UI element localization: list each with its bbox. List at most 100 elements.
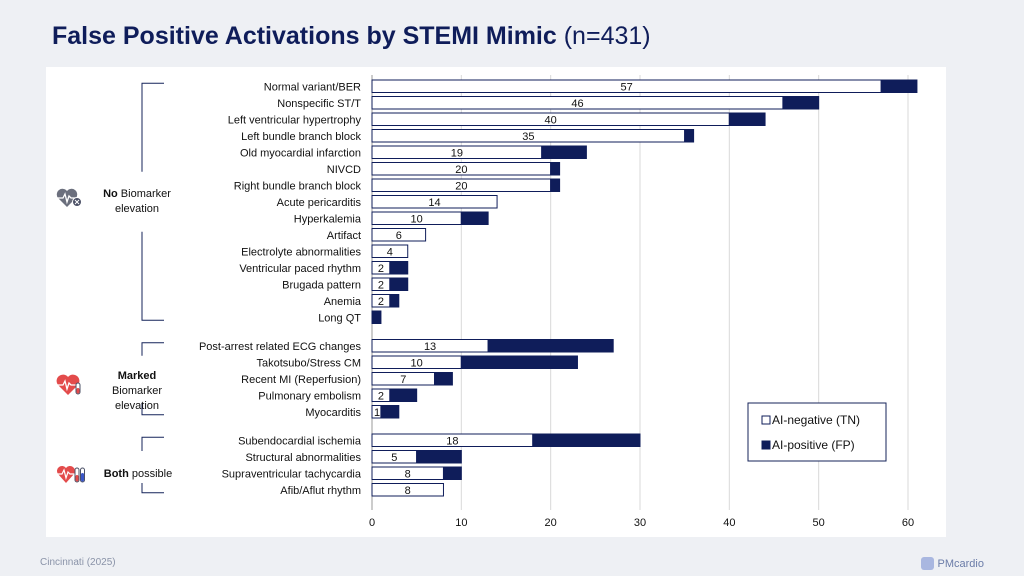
bar-negative	[371, 195, 498, 209]
data-label: 35	[522, 131, 534, 143]
x-tick-label: 0	[369, 517, 375, 529]
data-label: 2	[378, 390, 384, 402]
heart-test-tubes-icon	[57, 466, 85, 483]
data-label: 8	[405, 485, 411, 497]
legend-label-positive: AI-positive (FP)	[772, 438, 855, 452]
data-label: 1	[374, 407, 380, 419]
x-tick-label: 60	[902, 517, 914, 529]
category-label: Left ventricular hypertrophy	[228, 114, 362, 126]
bar-positive	[380, 405, 400, 419]
x-tick-label: 20	[545, 517, 557, 529]
bar-positive	[550, 162, 561, 176]
data-label: 20	[455, 164, 467, 176]
bar-positive	[728, 112, 766, 126]
category-label: Afib/Aflut rhythm	[280, 485, 361, 497]
group-bracket	[141, 342, 164, 416]
bar-positive	[416, 450, 462, 464]
group-label-no-biomarker: No Biomarker elevation	[103, 188, 171, 215]
bar-positive	[442, 466, 462, 480]
bar-negative	[371, 244, 409, 258]
bar-positive	[684, 129, 695, 143]
category-label: Subendocardial ischemia	[238, 435, 362, 447]
bar-positive	[487, 339, 614, 353]
data-label: 2	[378, 279, 384, 291]
bar-negative	[371, 483, 444, 497]
category-label: Normal variant/BER	[264, 81, 361, 93]
category-label: NIVCD	[327, 164, 361, 176]
bar-negative	[371, 228, 427, 242]
data-label: 10	[411, 213, 423, 225]
bar-positive	[389, 277, 409, 291]
bar-positive	[389, 294, 400, 308]
data-label: 40	[545, 114, 557, 126]
group-label-marked-biomarker: Marked Biomarker elevation	[111, 370, 163, 412]
bar-positive	[541, 145, 587, 159]
bar-positive	[532, 433, 641, 447]
bar-positive	[460, 211, 489, 225]
bar-positive	[782, 96, 820, 110]
group-bracket	[141, 436, 164, 494]
heart-monitor-icon	[56, 188, 82, 207]
category-label: Ventricular paced rhythm	[239, 263, 361, 275]
data-label: 14	[428, 197, 440, 209]
data-label: 57	[620, 81, 632, 93]
bar-positive	[880, 79, 918, 93]
category-label: Long QT	[318, 312, 361, 324]
category-label: Nonspecific ST/T	[277, 98, 361, 110]
category-label: Pulmonary embolism	[258, 390, 361, 402]
data-label: 5	[391, 452, 397, 464]
x-tick-label: 40	[723, 517, 735, 529]
data-label: 7	[400, 374, 406, 386]
category-label: Takotsubo/Stress CM	[256, 357, 361, 369]
category-label: Post-arrest related ECG changes	[199, 341, 362, 353]
data-label: 18	[446, 435, 458, 447]
data-label: 20	[455, 180, 467, 192]
x-tick-label: 50	[813, 517, 825, 529]
category-label: Right bundle branch block	[234, 180, 362, 192]
category-label: Supraventricular tachycardia	[222, 468, 362, 480]
legend-swatch-positive	[761, 440, 771, 450]
data-label: 19	[451, 147, 463, 159]
bar-positive	[389, 261, 409, 275]
category-label: Myocarditis	[305, 407, 361, 419]
category-label: Hyperkalemia	[294, 213, 362, 225]
category-label: Artifact	[327, 230, 361, 242]
brand-logo: PMcardio	[920, 557, 984, 570]
data-label: 2	[378, 263, 384, 275]
legend-swatch-negative	[761, 415, 771, 425]
group-bracket	[141, 82, 164, 321]
heart-pulse-test-tube-icon	[56, 374, 81, 395]
category-label: Brugada pattern	[282, 279, 361, 291]
category-label: Left bundle branch block	[241, 131, 361, 143]
title-main: False Positive Activations by STEMI Mimi…	[52, 22, 557, 50]
group-label-both-possible: Both possible	[103, 468, 173, 480]
source-note: Cincinnati (2025)	[40, 557, 116, 568]
data-label: 2	[378, 296, 384, 308]
brand-name: PMcardio	[937, 557, 984, 570]
data-label: 10	[411, 357, 423, 369]
x-tick-label: 10	[455, 517, 467, 529]
brand-icon	[920, 557, 934, 570]
data-label: 8	[405, 468, 411, 480]
title-suffix: (n=431)	[563, 22, 651, 50]
bar-positive	[550, 178, 561, 192]
bar-positive	[434, 372, 453, 386]
data-label: 13	[424, 341, 436, 353]
bar-positive	[371, 310, 382, 324]
category-label: Acute pericarditis	[277, 197, 362, 209]
category-label: Old myocardial infarction	[240, 147, 361, 159]
data-label: 6	[396, 230, 402, 242]
category-label: Structural abnormalities	[245, 452, 361, 464]
chart-panel: 0 10 20 30 40 50 60 Normal variant/BER 57 Nonspec…	[46, 67, 946, 537]
data-label: 46	[571, 98, 583, 110]
category-label: Electrolyte abnormalities	[241, 246, 361, 258]
data-label: 4	[387, 246, 393, 258]
x-tick-label: 30	[634, 517, 646, 529]
bar-positive	[389, 388, 418, 402]
bar-positive	[460, 355, 578, 369]
legend-label-negative: AI-negative (TN)	[772, 413, 860, 427]
legend-box	[747, 402, 887, 462]
category-label: Recent MI (Reperfusion)	[241, 374, 361, 386]
category-label: Anemia	[324, 296, 362, 308]
